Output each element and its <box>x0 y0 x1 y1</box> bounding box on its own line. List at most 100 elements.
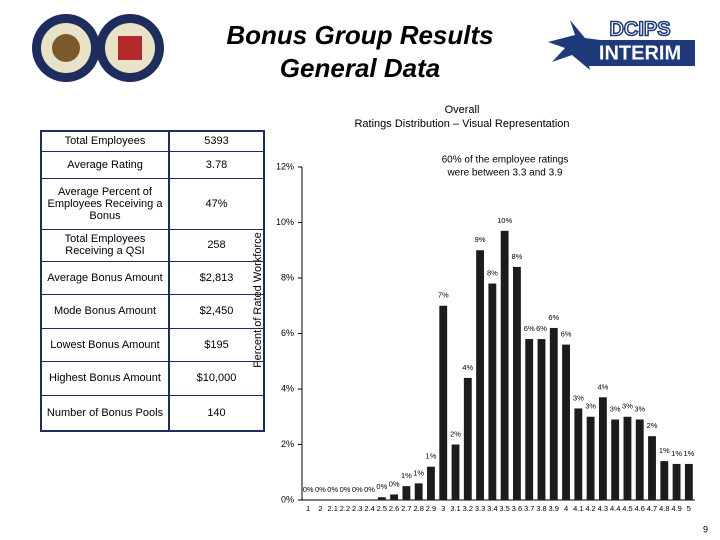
data-label: 1% <box>671 449 682 458</box>
bar <box>488 283 497 500</box>
data-label: 0% <box>389 479 400 488</box>
x-tick-label: 2.8 <box>413 504 423 513</box>
bar <box>537 339 546 500</box>
x-tick-label: 4.7 <box>647 504 657 513</box>
x-tick-label: 4.1 <box>573 504 583 513</box>
logo-text: INTERIM <box>599 42 681 64</box>
data-label: 3% <box>610 405 621 414</box>
y-tick-label: 12% <box>276 161 294 171</box>
bar <box>648 436 656 500</box>
data-label: 3% <box>585 402 596 411</box>
x-tick-label: 3.4 <box>487 504 497 513</box>
data-label: 3% <box>634 405 645 414</box>
annotation: were between 3.3 and 3.9 <box>446 168 563 179</box>
x-tick-label: 2.2 <box>340 504 350 513</box>
table-row: Mode Bonus Amount $2,450 <box>40 293 265 329</box>
row-value: 258 <box>168 228 265 262</box>
row-value: $2,450 <box>168 293 265 329</box>
x-tick-label: 4.8 <box>659 504 669 513</box>
data-label: 0% <box>364 485 375 494</box>
data-label: 6% <box>561 330 572 339</box>
row-label: Mode Bonus Amount <box>40 293 170 329</box>
data-label: 8% <box>487 269 498 278</box>
x-tick-label: 3.3 <box>475 504 485 513</box>
data-label: 0% <box>352 485 363 494</box>
data-label: 1% <box>659 446 670 455</box>
bar <box>451 444 460 500</box>
data-label: 0% <box>340 485 351 494</box>
x-tick-label: 1 <box>306 504 310 513</box>
left-seals <box>32 14 164 82</box>
x-tick-label: 4.9 <box>671 504 681 513</box>
table-row: Average Bonus Amount $2,813 <box>40 260 265 295</box>
bar <box>427 466 435 500</box>
row-label: Total Employees Receiving a QSI <box>40 228 170 262</box>
title: Bonus Group Results <box>226 20 493 50</box>
data-label: 3% <box>622 402 633 411</box>
table-row: Total Employees Receiving a QSI 258 <box>40 228 265 262</box>
row-label: Total Employees <box>40 130 170 152</box>
bar <box>598 397 607 500</box>
data-label: 1% <box>413 468 424 477</box>
data-label: 4% <box>597 382 608 391</box>
y-tick-label: 2% <box>281 439 294 449</box>
x-tick-label: 4 <box>564 504 568 513</box>
table-row: Lowest Bonus Amount $195 <box>40 327 265 362</box>
x-tick-label: 3 <box>441 504 445 513</box>
annotation: 60% of the employee ratings <box>442 155 569 166</box>
row-value: 3.78 <box>168 150 265 179</box>
x-tick-label: 2 <box>318 504 322 513</box>
bar <box>476 250 485 500</box>
bar <box>500 230 509 500</box>
row-value: 140 <box>168 394 265 432</box>
bar <box>660 461 669 500</box>
data-label: 10% <box>497 216 512 225</box>
data-label: 2% <box>450 429 461 438</box>
x-tick-label: 2.4 <box>364 504 374 513</box>
table-row: Highest Bonus Amount $10,000 <box>40 360 265 396</box>
bar <box>672 463 681 500</box>
bar <box>390 494 399 500</box>
x-tick-label: 4.6 <box>635 504 645 513</box>
row-label: Average Percent of Employees Receiving a… <box>40 177 170 230</box>
data-label: 0% <box>376 482 387 491</box>
x-tick-label: 2.7 <box>401 504 411 513</box>
data-label: 0% <box>327 485 338 494</box>
bar <box>574 408 583 500</box>
x-tick-label: 2.9 <box>426 504 436 513</box>
data-label: 0% <box>315 485 326 494</box>
data-label: 6% <box>536 324 547 333</box>
x-tick-label: 2.5 <box>377 504 387 513</box>
chart-title: Ratings Distribution – Visual Representa… <box>354 118 569 130</box>
page-number: 9 <box>703 524 708 534</box>
row-value: $2,813 <box>168 260 265 295</box>
x-tick-label: 3.8 <box>536 504 546 513</box>
row-value: $195 <box>168 327 265 362</box>
bar <box>586 416 595 500</box>
row-value: 47% <box>168 177 265 230</box>
x-tick-label: 4.5 <box>622 504 632 513</box>
x-tick-label: 3.9 <box>549 504 559 513</box>
x-tick-label: 3.6 <box>512 504 522 513</box>
dcips-logo: DCIPS INTERIM <box>548 18 695 70</box>
data-label: 6% <box>548 313 559 322</box>
data-label: 1% <box>401 471 412 480</box>
row-value: $10,000 <box>168 360 265 396</box>
bar <box>402 486 411 500</box>
data-label: 9% <box>475 235 486 244</box>
data-label: 7% <box>438 291 449 300</box>
summary-table: Total Employees 5393 Average Rating 3.78 Ave… <box>40 130 265 432</box>
table-row: Number of Bonus Pools 140 <box>40 394 265 432</box>
y-tick-label: 10% <box>276 217 294 227</box>
data-label: 8% <box>512 252 523 261</box>
row-label: Highest Bonus Amount <box>40 360 170 396</box>
bar <box>635 419 644 500</box>
logo-text: DCIPS <box>609 18 670 40</box>
bar <box>611 419 620 500</box>
bar <box>562 344 570 500</box>
bar <box>684 463 693 500</box>
y-tick-label: 6% <box>281 328 294 338</box>
chart-title: Overall <box>445 104 480 116</box>
bar <box>463 377 472 500</box>
x-tick-label: 3.1 <box>450 504 460 513</box>
